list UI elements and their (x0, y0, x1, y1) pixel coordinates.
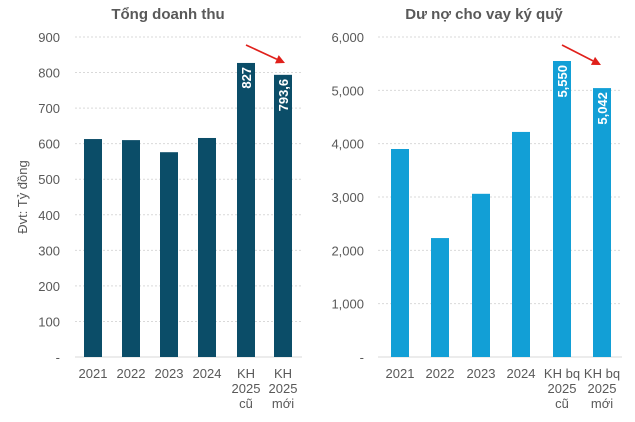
x-tick-label: mới (272, 396, 294, 411)
y-tick-label: 800 (38, 66, 60, 81)
bar (122, 140, 140, 357)
y-tick-label: 700 (38, 101, 60, 116)
x-tick-label: cũ (239, 396, 253, 411)
margin-loan-chart: Dư nợ cho vay ký quỹ - 1,000 2,000 3,000 4,0… (331, 6, 622, 411)
chart-title: Tổng doanh thu (111, 6, 224, 23)
y-tick-label: 900 (38, 30, 60, 45)
x-tick-label: 2022 (117, 366, 146, 381)
arrow-down-icon (245, 44, 278, 60)
chart-title: Dư nợ cho vay ký quỹ (405, 6, 563, 23)
x-tick-label: 2025 (548, 381, 577, 396)
x-tick-label: KH (237, 366, 255, 381)
bar (391, 149, 409, 357)
x-tick-label: 2022 (426, 366, 455, 381)
x-tick-label: mới (591, 396, 613, 411)
y-tick-label: 2,000 (331, 243, 364, 258)
bar (553, 61, 571, 357)
x-tick-label: 2021 (79, 366, 108, 381)
bar (274, 74, 292, 357)
bar (198, 137, 216, 357)
y-tick-label: 600 (38, 137, 60, 152)
bar (237, 62, 255, 357)
arrow-head-icon (274, 55, 285, 64)
arrow-down-icon (561, 44, 594, 62)
bar (84, 139, 102, 357)
y-tick-label: - (56, 350, 60, 365)
x-tick-label: cũ (555, 396, 569, 411)
bar (160, 152, 178, 357)
data-label: 793,6 (276, 79, 291, 112)
y-tick-label: - (360, 350, 364, 365)
y-tick-label: 100 (38, 314, 60, 329)
bar (512, 131, 530, 357)
x-tick-label: KH bq (584, 366, 620, 381)
y-axis-label: Đvt: Tỷ đồng (15, 160, 30, 233)
bar (472, 193, 490, 357)
x-tick-label: 2023 (467, 366, 496, 381)
revenue-chart: Tổng doanh thu Đvt: Tỷ đồng - 100 200 300 40… (15, 6, 302, 411)
x-tick-label: KH (274, 366, 292, 381)
data-label: 5,550 (555, 65, 570, 98)
y-tick-label: 3,000 (331, 190, 364, 205)
y-tick-label: 4,000 (331, 137, 364, 152)
x-tick-label: 2024 (507, 366, 536, 381)
x-tick-label: 2023 (155, 366, 184, 381)
y-tick-label: 1,000 (331, 297, 364, 312)
x-tick-label: KH bq (544, 366, 580, 381)
x-tick-label: 2025 (588, 381, 617, 396)
y-tick-label: 400 (38, 208, 60, 223)
bar (431, 238, 449, 357)
bar (593, 88, 611, 358)
y-tick-label: 300 (38, 243, 60, 258)
data-label: 5,042 (595, 92, 610, 125)
data-label: 827 (239, 67, 254, 89)
x-tick-label: 2025 (232, 381, 261, 396)
y-tick-label: 5,000 (331, 83, 364, 98)
y-tick-label: 200 (38, 279, 60, 294)
y-tick-label: 6,000 (331, 30, 364, 45)
x-tick-label: 2024 (193, 366, 222, 381)
arrow-head-icon (590, 56, 601, 65)
x-tick-label: 2021 (386, 366, 415, 381)
x-tick-label: 2025 (269, 381, 298, 396)
y-tick-label: 500 (38, 172, 60, 187)
